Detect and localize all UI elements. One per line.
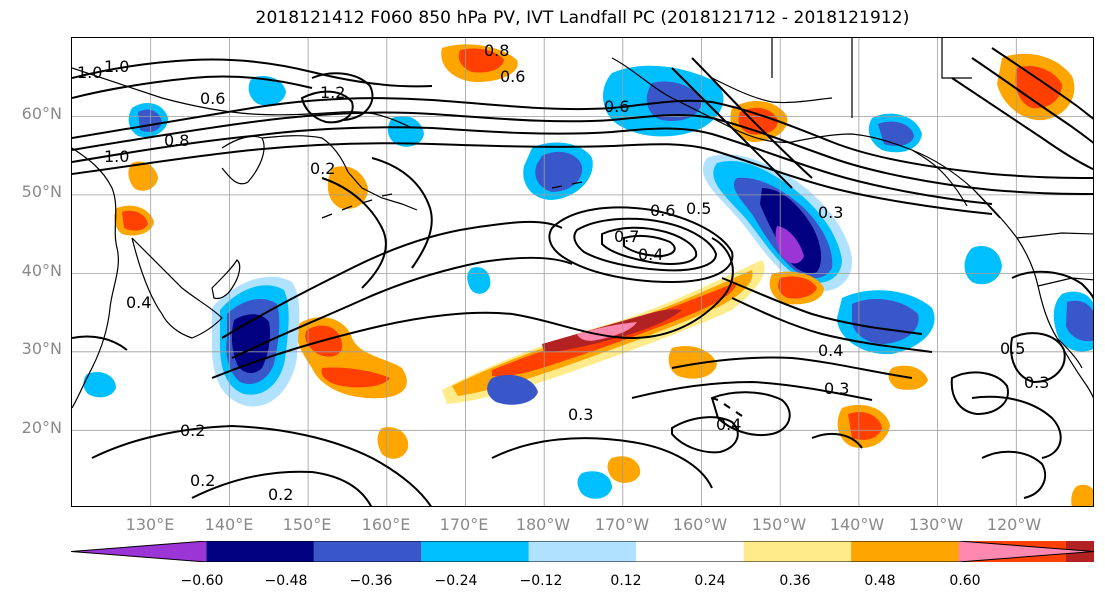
lon-label-140w: 140°W xyxy=(829,515,885,534)
contour-label: 0.2 xyxy=(268,485,293,504)
colorbar-tick-label: 0.36 xyxy=(779,573,811,589)
colorbar-segment xyxy=(206,541,314,562)
colorbar-segment xyxy=(421,541,529,562)
contour-label: 0.6 xyxy=(200,89,225,108)
lat-label-40n: 40°N xyxy=(21,261,62,280)
contour-label: 0.4 xyxy=(716,415,741,434)
contour-label: 0.3 xyxy=(568,405,593,424)
lon-label-130e: 130°E xyxy=(125,515,175,534)
map-panel: 1.0 1.0 0.6 0.8 1.0 1.2 0.8 0.6 0.2 0.6 … xyxy=(71,37,1094,507)
colorbar-tick-label: −0.48 xyxy=(264,573,308,589)
contour-label: 0.4 xyxy=(126,293,151,312)
contour-label: 0.6 xyxy=(604,97,629,116)
colorbar-segment xyxy=(743,541,852,562)
lon-label-140e: 140°E xyxy=(204,515,254,534)
colorbar-segment xyxy=(958,541,1094,562)
contour-label: 1.0 xyxy=(77,63,102,82)
contour-label: 0.2 xyxy=(310,159,335,178)
map-canvas: 1.0 1.0 0.6 0.8 1.0 1.2 0.8 0.6 0.2 0.6 … xyxy=(72,38,1093,506)
colorbar-segment xyxy=(313,541,422,562)
contour-label: 0.6 xyxy=(500,67,525,86)
lon-label-160e: 160°E xyxy=(361,515,411,534)
colorbar-tick-label: 0.12 xyxy=(610,573,642,589)
contour-label: 0.2 xyxy=(190,471,215,490)
contour-label: 1.0 xyxy=(104,147,129,166)
lon-label-170w: 170°W xyxy=(594,515,650,534)
contour-label: 0.3 xyxy=(824,379,849,398)
figure-title: 2018121412 F060 850 hPa PV, IVT Landfall… xyxy=(255,8,910,28)
lon-label-160w: 160°W xyxy=(672,515,728,534)
colorbar-tick-label: −0.60 xyxy=(180,573,224,589)
lat-label-20n: 20°N xyxy=(21,418,62,437)
lon-label-130w: 130°W xyxy=(908,515,964,534)
contour-label: 0.2 xyxy=(180,421,205,440)
contour-label: 0.5 xyxy=(686,199,711,218)
lon-label-180w: 180°W xyxy=(515,515,571,534)
colorbar-segments xyxy=(71,541,1094,562)
colorbar-segment xyxy=(71,541,207,562)
lon-label-150e: 150°E xyxy=(282,515,332,534)
contour-label: 0.8 xyxy=(164,131,189,150)
contour-label: 1.2 xyxy=(320,83,345,102)
contour-label: 0.3 xyxy=(818,203,843,222)
colorbar-segment xyxy=(851,541,959,562)
lon-label-170e: 170°E xyxy=(439,515,489,534)
colorbar-segment xyxy=(636,541,744,562)
colorbar-tick-label: −0.24 xyxy=(434,573,478,589)
lat-label-30n: 30°N xyxy=(21,339,62,358)
lon-label-150w: 150°W xyxy=(751,515,807,534)
contour-label: 0.6 xyxy=(650,201,675,220)
contour-labels: 1.0 1.0 0.6 0.8 1.0 1.2 0.8 0.6 0.2 0.6 … xyxy=(77,41,1049,504)
ivt-contours xyxy=(72,47,1093,506)
contour-label: 0.8 xyxy=(484,41,509,60)
colorbar-tick-label: 0.60 xyxy=(949,573,981,589)
colorbar xyxy=(71,541,1094,562)
lat-label-50n: 50°N xyxy=(21,182,62,201)
lon-label-120w: 120°W xyxy=(986,515,1042,534)
contour-label: 0.7 xyxy=(614,227,639,246)
colorbar-tick-label: −0.12 xyxy=(519,573,563,589)
contour-label: 0.3 xyxy=(1024,373,1049,392)
colorbar-tick-label: 0.48 xyxy=(864,573,896,589)
colorbar-segment xyxy=(528,541,637,562)
contour-label: 1.0 xyxy=(104,57,129,76)
contour-label: 0.4 xyxy=(638,245,663,264)
colorbar-tick-label: 0.24 xyxy=(694,573,726,589)
colorbar-tick-label: −0.36 xyxy=(349,573,393,589)
contour-label: 0.5 xyxy=(1000,339,1025,358)
lat-label-60n: 60°N xyxy=(21,104,62,123)
contour-label: 0.4 xyxy=(818,341,843,360)
